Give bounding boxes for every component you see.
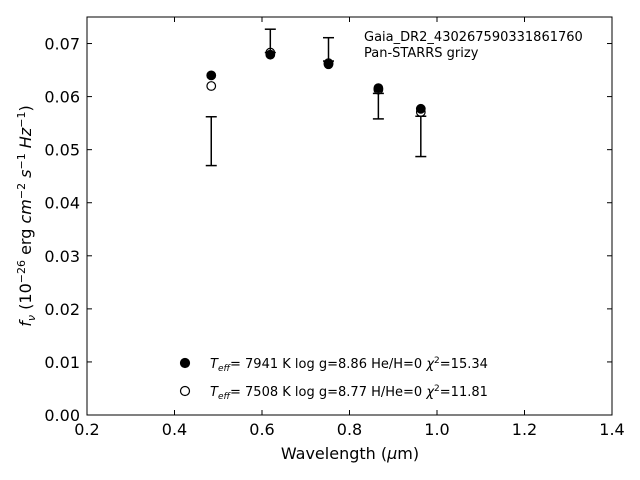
plot-area [86, 16, 613, 416]
point-filled [265, 49, 276, 60]
point-filled [415, 103, 426, 114]
x-axis: 0.2 0.4 0.6 0.8 1.0 1.2 1.4 [74, 17, 625, 439]
x-tick-label: 1.2 [512, 420, 537, 439]
x-tick-label: 1.4 [599, 420, 624, 439]
y-tick-label: 0.07 [44, 35, 80, 54]
plot-frame [86, 16, 613, 416]
object-name: Gaia_DR2_430267590331861760 [364, 30, 583, 45]
point-open [373, 84, 384, 95]
x-tick-label: 0.4 [162, 420, 187, 439]
point-open [415, 107, 426, 117]
y-tick-label: 0.02 [44, 300, 80, 319]
x-axis-label: Wavelength (μm) [281, 444, 419, 463]
y-tick-label: 0.05 [44, 141, 80, 160]
x-tick-label: 0.6 [249, 420, 274, 439]
point-filled [206, 70, 217, 81]
survey-name: Pan-STARRS grizy [364, 46, 479, 61]
point-open [206, 81, 217, 91]
y-tick-label: 0.01 [44, 353, 80, 372]
point-open [265, 47, 276, 58]
x-tick-label: 0.2 [74, 420, 99, 439]
y-axis: 0.00 0.01 0.02 0.03 0.04 0.05 0.06 0.07 [44, 35, 612, 425]
model-points [206, 47, 426, 117]
y-tick-label: 0.00 [44, 406, 80, 425]
legend-entry-2: Teff= 7508 K log g=8.77 H/He=0 χ2=11.81 [210, 384, 488, 402]
y-axis-label: fν (10−26 erg cm−2 s−1 Hz−1) [15, 105, 38, 326]
y-tick-label: 0.04 [44, 194, 80, 213]
y-tick-label: 0.03 [44, 247, 80, 266]
legend-entry-1: Teff= 7941 K log g=8.86 He/H=0 χ2=15.34 [210, 356, 488, 374]
legend-marker-filled [179, 357, 191, 369]
x-tick-label: 0.8 [337, 420, 362, 439]
legend-marker-open [179, 385, 191, 397]
point-open [323, 58, 334, 69]
x-tick-label: 1.0 [424, 420, 449, 439]
legend: Teff= 7941 K log g=8.86 He/H=0 χ2=15.34 … [179, 356, 488, 402]
y-tick-label: 0.06 [44, 88, 80, 107]
